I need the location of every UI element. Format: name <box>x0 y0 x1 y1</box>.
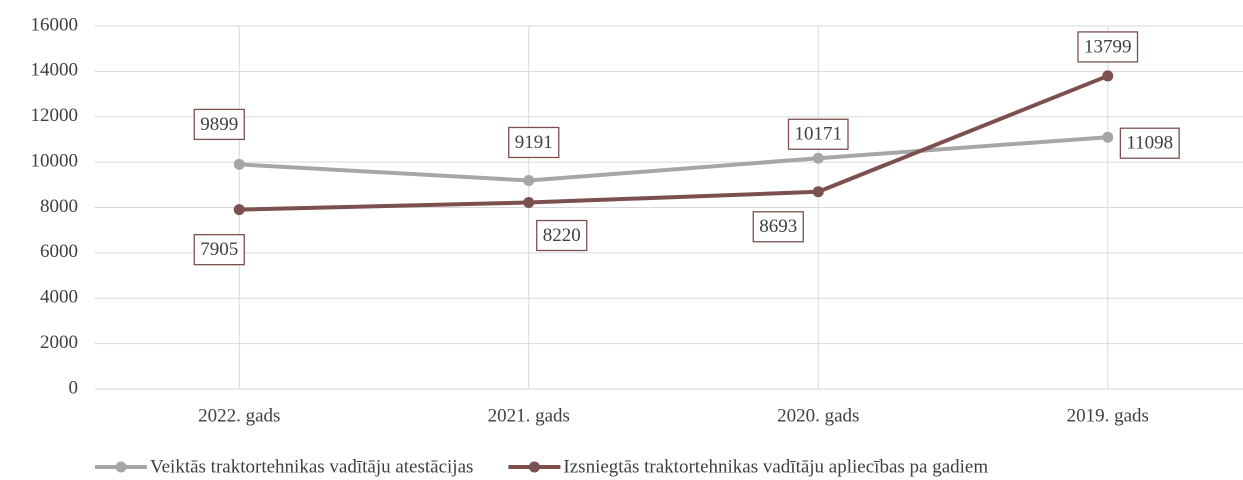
point <box>233 158 245 170</box>
label-text: 9191 <box>515 132 553 153</box>
point <box>233 204 245 216</box>
y-tick-label: 6000 <box>40 241 78 262</box>
label-box <box>787 118 849 150</box>
label-box <box>193 108 245 141</box>
y-tick-label: 2000 <box>40 332 78 353</box>
y-tick-label: 14000 <box>31 60 79 81</box>
y-tick-label: 12000 <box>31 105 79 126</box>
series-line <box>239 135 1108 183</box>
y-tick-label: 0 <box>69 377 79 398</box>
data-label: 13799 <box>1077 31 1139 63</box>
legend-label: Izsniegtās traktortehnikas vadītāju apli… <box>563 456 988 477</box>
label-text: 7905 <box>200 239 238 260</box>
y-tick-label: 16000 <box>31 14 79 35</box>
label-text: 10171 <box>795 124 843 145</box>
data-label: 9899 <box>193 108 245 141</box>
legend-marker <box>115 461 127 473</box>
x-tick-label: 2021. gads <box>488 405 570 426</box>
legend-marker <box>528 461 540 473</box>
label-box <box>508 126 560 159</box>
x-tick-label: 2020. gads <box>777 405 859 426</box>
label-box <box>752 211 804 243</box>
data-label: 11098 <box>1119 127 1180 159</box>
series-line <box>239 74 1109 212</box>
point <box>812 152 824 164</box>
data-label: 8693 <box>752 211 804 243</box>
point <box>812 186 824 198</box>
point <box>1102 131 1114 143</box>
data-label: 8220 <box>536 219 588 252</box>
point <box>523 174 535 186</box>
label-text: 13799 <box>1084 36 1132 57</box>
data-label: 10171 <box>787 118 849 150</box>
label-text: 8693 <box>759 216 797 237</box>
label-box <box>193 234 245 266</box>
label-text: 8220 <box>543 225 581 246</box>
y-tick-label: 8000 <box>40 196 78 217</box>
legend-label: Veiktās traktortehnikas vadītāju atestāc… <box>150 456 473 477</box>
data-label: 7905 <box>193 234 245 266</box>
point <box>523 197 535 209</box>
x-tick-label: 2022. gads <box>198 405 280 426</box>
x-tick-label: 2019. gads <box>1067 405 1149 426</box>
label-box <box>536 219 588 252</box>
label-box <box>1119 127 1180 159</box>
data-label: 9191 <box>508 126 560 159</box>
label-text: 9899 <box>200 114 238 135</box>
point <box>1102 70 1114 82</box>
y-tick-label: 10000 <box>31 150 79 171</box>
label-text: 11098 <box>1126 133 1173 154</box>
y-tick-label: 4000 <box>40 287 78 308</box>
label-box <box>1077 31 1139 63</box>
